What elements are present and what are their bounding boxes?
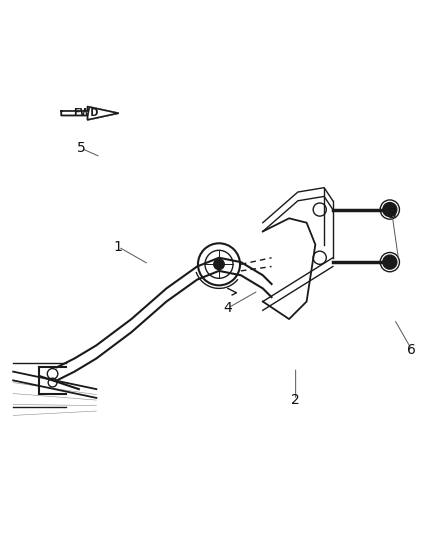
Text: FWD: FWD bbox=[73, 108, 98, 118]
Text: 2: 2 bbox=[291, 393, 300, 407]
Circle shape bbox=[383, 203, 397, 216]
Text: 6: 6 bbox=[407, 343, 416, 357]
Polygon shape bbox=[61, 107, 118, 120]
Text: 1: 1 bbox=[114, 240, 123, 254]
Circle shape bbox=[214, 259, 224, 270]
Text: 3: 3 bbox=[388, 207, 396, 221]
Text: 5: 5 bbox=[77, 141, 85, 155]
Circle shape bbox=[383, 255, 397, 269]
Text: 4: 4 bbox=[223, 301, 232, 315]
